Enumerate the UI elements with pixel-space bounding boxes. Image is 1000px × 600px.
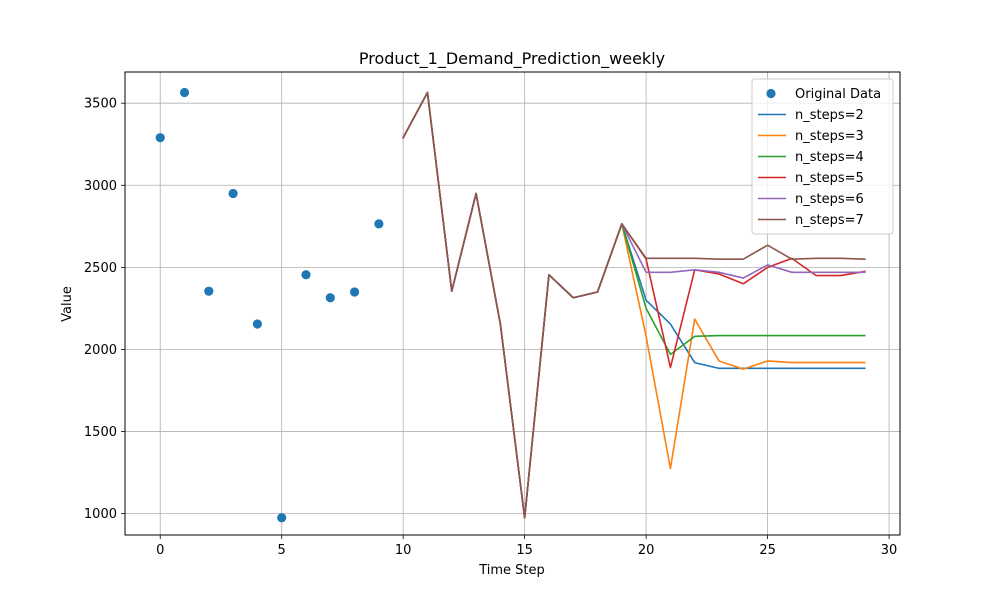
scatter-layer	[155, 87, 384, 523]
original-data-point	[179, 87, 190, 98]
plot-frame	[124, 71, 901, 536]
legend-label: n_steps=2	[795, 108, 864, 123]
original-data-point	[349, 287, 360, 297]
series-layer	[402, 91, 866, 519]
legend-label: n_steps=5	[795, 171, 864, 186]
y-tick-label: 1000	[84, 507, 117, 522]
legend-label: n_steps=6	[795, 192, 864, 207]
original-data-point	[374, 219, 384, 229]
legend-label: n_steps=4	[795, 150, 864, 165]
y-tick-label: 3500	[84, 97, 117, 112]
original-data-point	[204, 286, 214, 296]
original-data-point	[252, 319, 263, 329]
original-data-point	[155, 133, 165, 143]
grid-layer	[125, 72, 900, 535]
original-data-point	[277, 513, 287, 523]
legend-label: n_steps=3	[795, 129, 864, 144]
x-tick-label: 0	[156, 543, 164, 558]
x-tick-label: 5	[278, 543, 286, 558]
series-line-n-steps-7	[402, 91, 866, 519]
legend-box	[751, 78, 894, 235]
y-tick-label: 1500	[84, 425, 117, 440]
x-tick-label: 30	[881, 543, 898, 558]
y-tick-label: 2500	[84, 261, 117, 276]
legend: Original Data n_steps=2 n_steps=3 n_steps=4…	[751, 78, 894, 235]
original-data-point	[301, 270, 311, 280]
y-tick-label: 3000	[84, 179, 117, 194]
x-axis-title: Time Step	[478, 563, 545, 578]
legend-label: Original Data	[795, 87, 881, 102]
x-tick-label: 20	[638, 543, 655, 558]
chart-title: Product_1_Demand_Prediction_weekly	[359, 49, 665, 69]
x-tick-label: 15	[516, 543, 533, 558]
x-tick-label: 10	[395, 543, 412, 558]
legend-marker	[766, 88, 776, 99]
original-data-point	[228, 188, 238, 199]
y-axis-title: Value	[60, 286, 75, 322]
legend-label: n_steps=7	[795, 213, 864, 228]
y-tick-label: 2000	[84, 343, 117, 358]
x-tick-label: 25	[759, 543, 776, 558]
original-data-point	[325, 293, 335, 303]
ticks-layer: 0 5 10 15 20 25 30 1000 1500 2000 2500 3000 3500	[84, 97, 897, 558]
